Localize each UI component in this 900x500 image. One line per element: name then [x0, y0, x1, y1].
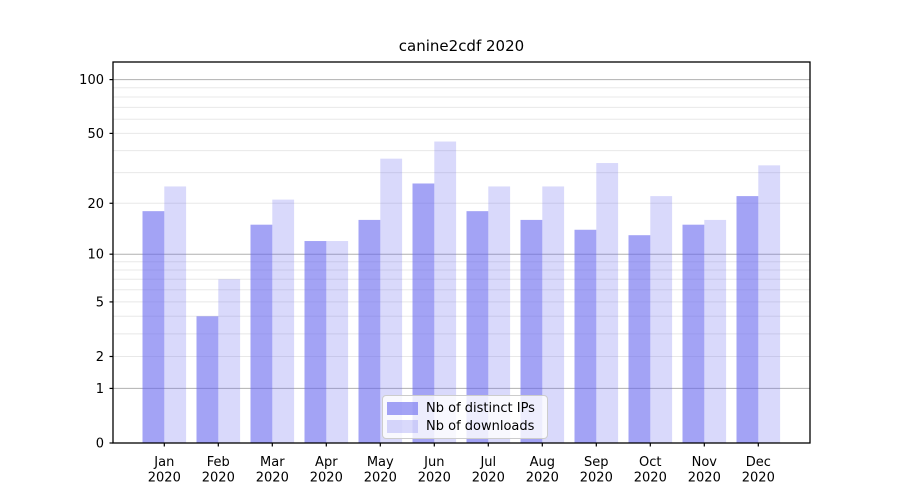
- bar-downloads: [272, 199, 295, 443]
- bar-downloads: [434, 141, 457, 444]
- bar-downloads: [218, 279, 241, 443]
- x-tick-label-month: Jun: [423, 455, 444, 470]
- bar-downloads: [380, 158, 403, 443]
- bar-distinct-ips: [358, 219, 381, 443]
- x-tick-label-year: 2020: [364, 471, 397, 486]
- x-tick-label-year: 2020: [634, 471, 667, 486]
- chart-title: canine2cdf 2020: [398, 37, 525, 55]
- bar-downloads: [704, 219, 727, 443]
- bar-distinct-ips: [250, 224, 273, 443]
- bar-downloads: [596, 163, 619, 444]
- y-tick-label: 20: [87, 197, 104, 212]
- x-tick-label-month: Jul: [479, 455, 496, 470]
- bar-downloads: [542, 186, 565, 444]
- x-tick-label-year: 2020: [148, 471, 181, 486]
- legend-label: Nb of distinct IPs: [426, 400, 535, 416]
- bar-downloads: [326, 241, 349, 443]
- bar-distinct-ips: [466, 211, 489, 443]
- x-tick-label-year: 2020: [310, 471, 343, 486]
- y-tick-label: 10: [87, 248, 104, 263]
- legend-item-downloads: Nb of downloads: [387, 418, 535, 434]
- bar-distinct-ips: [412, 183, 435, 443]
- bar-downloads: [164, 186, 187, 444]
- x-tick-label-month: Aug: [530, 455, 555, 470]
- x-tick-label-year: 2020: [688, 471, 721, 486]
- x-tick-label-month: Oct: [639, 455, 661, 470]
- x-tick-label-month: Dec: [746, 455, 771, 470]
- legend-item-distinct-ips: Nb of distinct IPs: [387, 400, 535, 416]
- legend: Nb of distinct IPs Nb of downloads: [382, 395, 548, 439]
- x-tick-label-month: Feb: [207, 455, 230, 470]
- x-tick-label-month: Mar: [260, 455, 285, 470]
- legend-swatch-distinct-ips-icon: [387, 401, 418, 415]
- y-tick-label: 0: [96, 437, 104, 452]
- bar-distinct-ips: [682, 224, 705, 443]
- x-tick-label-year: 2020: [202, 471, 235, 486]
- bar-distinct-ips: [520, 219, 543, 443]
- y-tick-label: 1: [96, 382, 104, 397]
- axes-spines: [112, 61, 811, 444]
- x-tick-label-month: Apr: [315, 455, 338, 470]
- y-tick-label: 2: [96, 350, 104, 365]
- x-tick-label-year: 2020: [526, 471, 559, 486]
- x-tick-label-month: Nov: [692, 455, 718, 470]
- x-tick-label-month: May: [367, 455, 394, 470]
- legend-label: Nb of downloads: [426, 418, 535, 434]
- bar-distinct-ips: [736, 196, 759, 443]
- x-tick-label-month: Jan: [153, 455, 174, 470]
- x-tick-label-year: 2020: [580, 471, 613, 486]
- x-tick-label-year: 2020: [256, 471, 289, 486]
- x-tick-label-year: 2020: [418, 471, 451, 486]
- bar-downloads: [650, 196, 673, 443]
- bar-distinct-ips: [196, 316, 219, 443]
- y-tick-label: 100: [79, 73, 104, 88]
- x-tick-label-year: 2020: [742, 471, 775, 486]
- bar-distinct-ips: [574, 229, 597, 443]
- bar-downloads: [758, 165, 781, 443]
- y-tick-label: 5: [96, 295, 104, 310]
- x-tick-label-year: 2020: [472, 471, 505, 486]
- bar-downloads: [488, 186, 511, 444]
- y-tick-label: 50: [87, 127, 104, 142]
- bar-distinct-ips: [628, 235, 651, 443]
- bar-distinct-ips: [304, 241, 327, 443]
- legend-swatch-downloads-icon: [387, 419, 418, 433]
- bar-distinct-ips: [142, 211, 165, 443]
- x-tick-label-month: Sep: [584, 455, 609, 470]
